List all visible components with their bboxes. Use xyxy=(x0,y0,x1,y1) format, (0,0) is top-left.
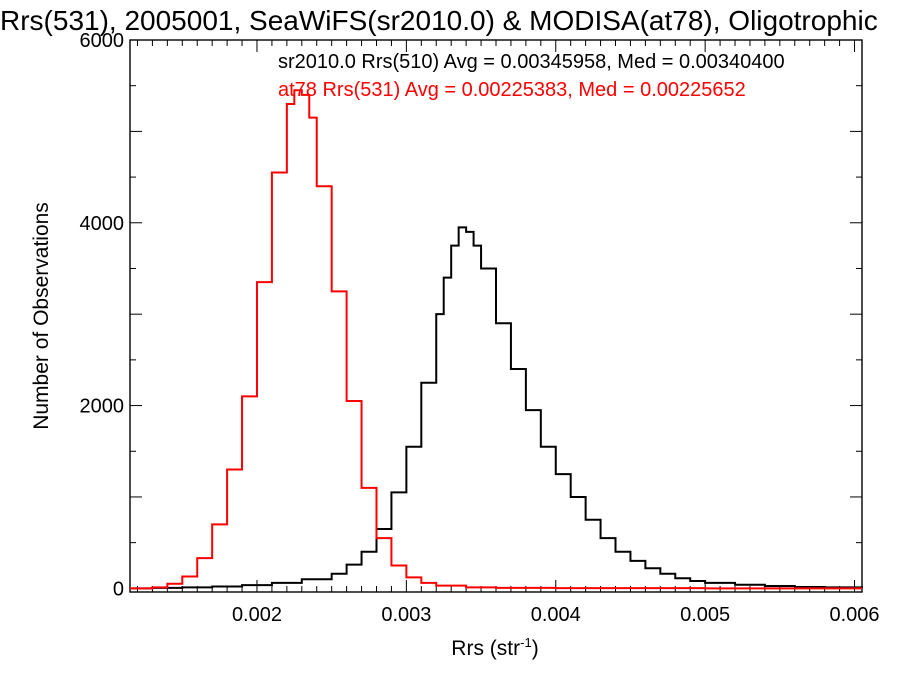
annotation-at78: at78 Rrs(531) Avg = 0.00225383, Med = 0.… xyxy=(278,79,746,101)
axes-layer: 0.002 0.003 0.004 0.005 0.006 0 2000 4000 6000 xyxy=(80,30,880,626)
x-axis-label-base: Rrs (str xyxy=(451,637,520,660)
x-axis-label-close: ) xyxy=(532,637,539,660)
y-tick-label: 6000 xyxy=(80,30,125,52)
x-tick-label: 0.005 xyxy=(680,604,730,626)
y-tick-label: 0 xyxy=(113,578,124,600)
x-axis-label-sup: -1 xyxy=(520,635,532,650)
x-tick-label: 0.004 xyxy=(531,604,581,626)
series-line-sr2010 xyxy=(130,226,863,590)
annotation-layer: sr2010.0 Rrs(510) Avg = 0.00345958, Med … xyxy=(278,51,785,101)
series-layer xyxy=(130,89,863,590)
annotation-sr2010: sr2010.0 Rrs(510) Avg = 0.00345958, Med … xyxy=(278,51,785,73)
x-tick-label: 0.002 xyxy=(232,604,282,626)
series-line-at78 xyxy=(130,89,862,590)
y-tick-label: 4000 xyxy=(80,213,125,235)
y-axis-label: Number of Observations xyxy=(30,202,53,430)
y-tick-label: 2000 xyxy=(80,396,125,418)
x-tick-label: 0.003 xyxy=(381,604,431,626)
chart-title: Rrs(531), 2005001, SeaWiFS(sr2010.0) & M… xyxy=(0,5,878,36)
x-axis-label: Rrs (str-1) xyxy=(451,635,538,660)
x-tick-label: 0.006 xyxy=(829,604,879,626)
